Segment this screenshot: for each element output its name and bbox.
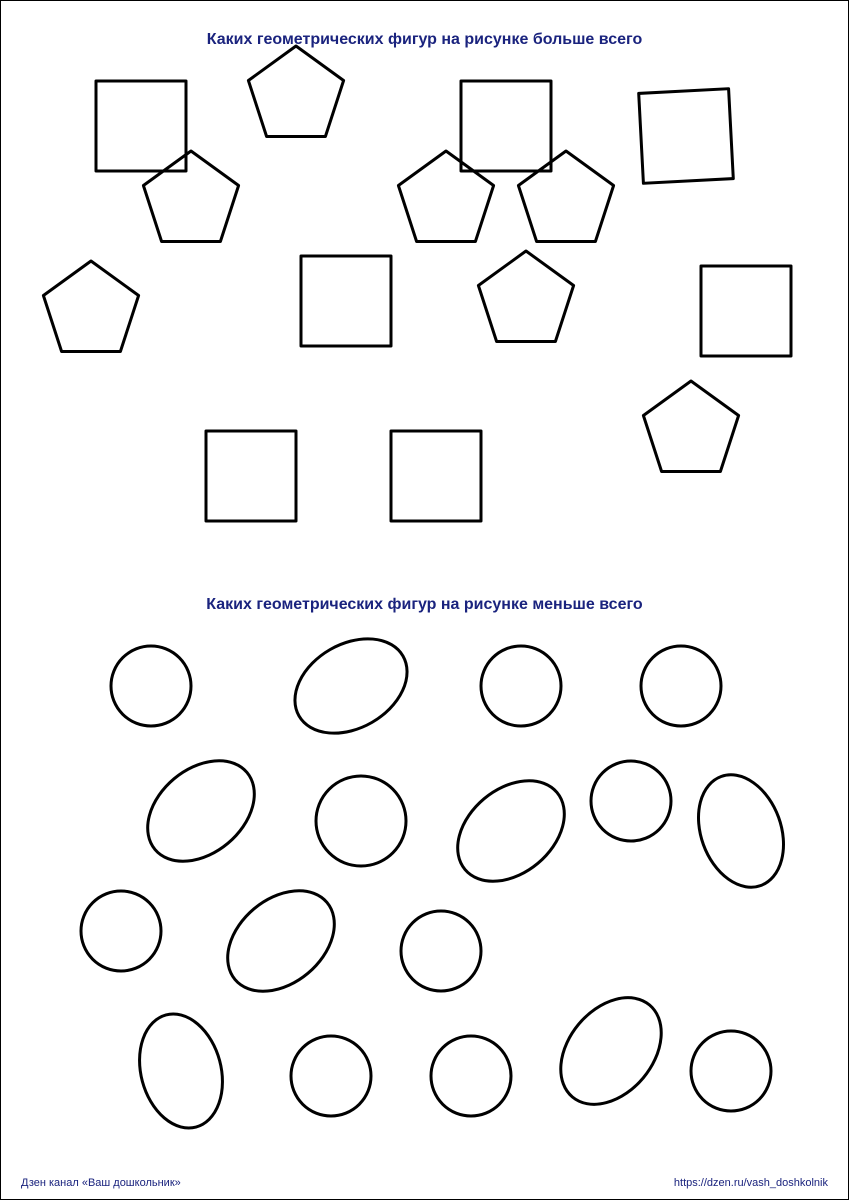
circle-shape — [401, 911, 481, 991]
ellipse-shape — [684, 763, 799, 899]
circle-shape — [591, 761, 671, 841]
shapes-canvas-bottom — [1, 1, 849, 1161]
ellipse-shape — [127, 1005, 234, 1138]
ellipse-shape — [540, 978, 681, 1124]
worksheet-page: Каких геометрических фигур на рисунке бо… — [0, 0, 849, 1200]
circle-shape — [431, 1036, 511, 1116]
ellipse-shape — [208, 870, 354, 1011]
footer-credit: Дзен канал «Ваш дошкольник» — [21, 1177, 181, 1189]
circle-shape — [481, 646, 561, 726]
circle-shape — [111, 646, 191, 726]
circle-shape — [691, 1031, 771, 1111]
ellipse-shape — [278, 620, 424, 753]
circle-shape — [291, 1036, 371, 1116]
ellipse-shape — [438, 760, 584, 901]
footer-url: https://dzen.ru/vash_doshkolnik — [674, 1177, 828, 1189]
circle-shape — [316, 776, 406, 866]
ellipse-shape — [128, 740, 274, 881]
circle-shape — [641, 646, 721, 726]
circle-shape — [81, 891, 161, 971]
